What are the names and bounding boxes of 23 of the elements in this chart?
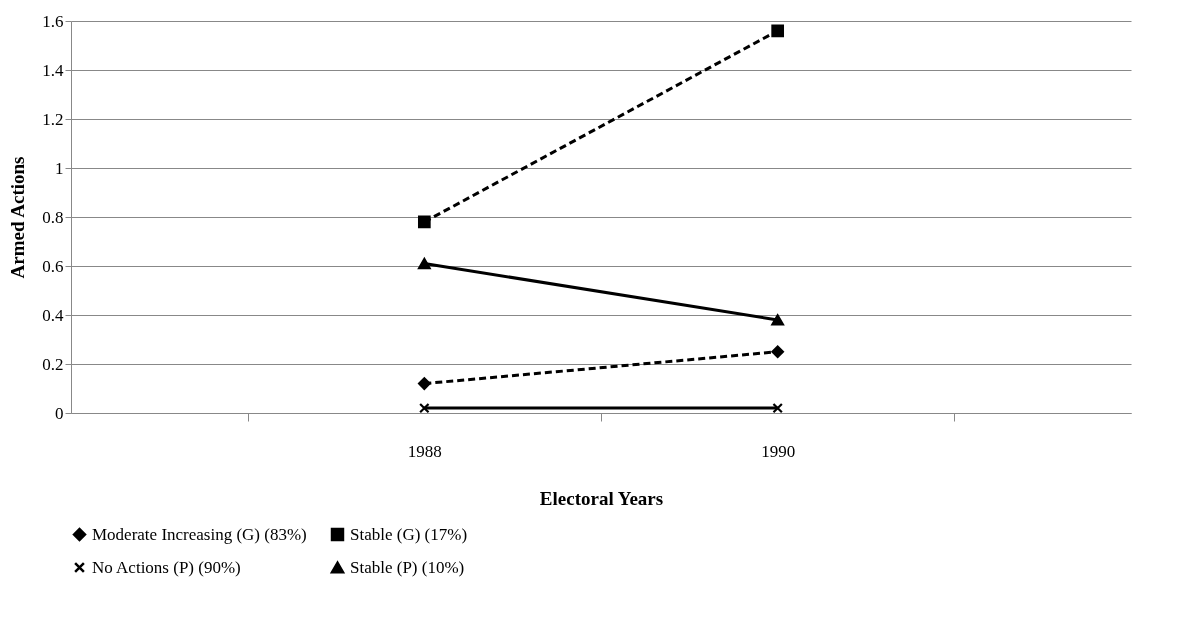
y-axis-title: Armed Actions [7, 156, 29, 279]
y-tick-label: 0.8 [42, 207, 64, 227]
point [417, 377, 431, 390]
legend-label: Stable (G) (17%) [350, 524, 468, 544]
x-tick-label: 1988 [407, 441, 442, 461]
x-axis-title: Electoral Years [539, 487, 664, 509]
y-tick-label: 0.4 [42, 305, 64, 325]
y-tick-label: 1.2 [42, 109, 64, 129]
y-tick-label: 0.2 [42, 354, 64, 374]
y-tick-label: 0.6 [42, 256, 64, 276]
point [771, 24, 785, 38]
y-tick-label: 1 [55, 158, 64, 178]
point [417, 215, 431, 229]
legend-label: No Actions (P) (90%) [92, 557, 241, 577]
legend-label: Stable (P) (10%) [350, 557, 465, 577]
y-tick-label: 1.6 [42, 11, 64, 31]
point [772, 402, 783, 414]
y-tick-label: 0 [55, 403, 64, 423]
y-tick-label: 1.4 [42, 60, 64, 80]
point [419, 402, 430, 414]
point [771, 345, 785, 359]
legend-label: Moderate Increasing (G) (83%) [92, 524, 307, 544]
x-tick-label: 1990 [761, 441, 796, 461]
